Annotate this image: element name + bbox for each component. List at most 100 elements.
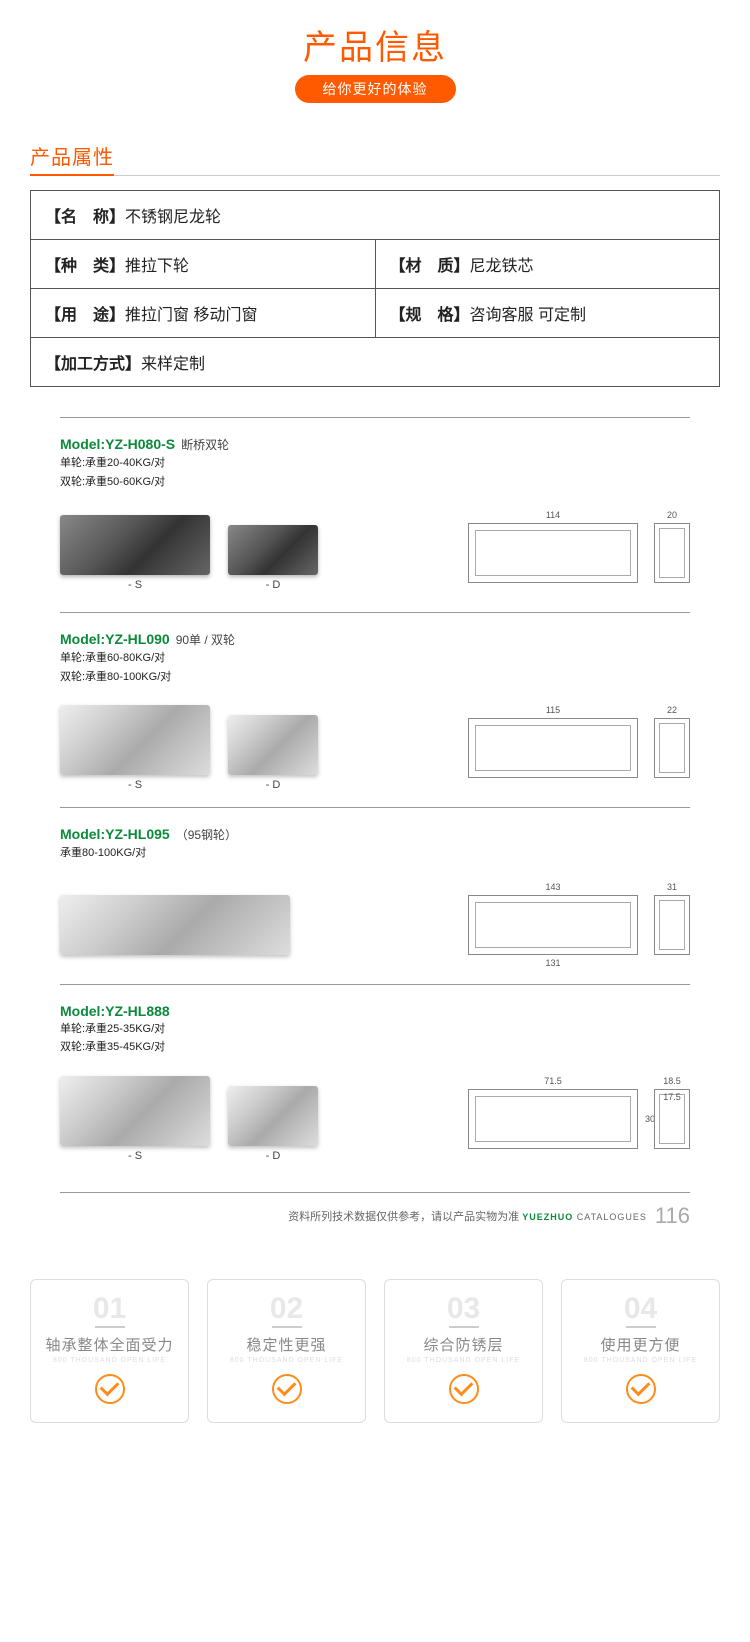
table-row: 【加工方式】来样定制 xyxy=(31,338,720,387)
dim-side: 22 xyxy=(667,705,677,715)
section-title: 产品属性 xyxy=(30,141,114,176)
model-spec: 承重80-100KG/对 xyxy=(60,845,690,862)
model-spec: 双轮:承重35-45KG/对 xyxy=(60,1039,690,1056)
variant-label: - D xyxy=(228,579,318,591)
model-code: YZ-HL090 xyxy=(105,631,170,647)
footer-text: 资料所列技术数据仅供参考，请以产品实物为准 xyxy=(288,1211,519,1223)
model-body: - S - D 115 22 xyxy=(60,693,690,803)
table-row: 【名 称】不锈钢尼龙轮 xyxy=(31,191,720,240)
feature-underline xyxy=(626,1326,656,1328)
model-block: Model:YZ-HL888单轮:承重25-35KG/对双轮:承重35-45KG… xyxy=(60,984,690,1178)
table-row: 【用 途】推拉门窗 移动门窗 【规 格】咨询客服 可定制 xyxy=(31,289,720,338)
feature-number: 01 xyxy=(39,1294,180,1324)
variant-label: - S xyxy=(60,1150,210,1162)
model-prefix: Model: xyxy=(60,826,105,842)
photo-pair: - S- D xyxy=(60,1076,318,1162)
page-number: 116 xyxy=(655,1203,690,1228)
diagram-main: 114 xyxy=(468,523,638,583)
feature-underline xyxy=(95,1326,125,1328)
diagram-main: 115 xyxy=(468,718,638,778)
model-spec: 双轮:承重80-100KG/对 xyxy=(60,669,690,686)
footer-brand: YUEZHUO CATALOGUES xyxy=(522,1212,647,1222)
product-photo: - S xyxy=(60,1076,210,1162)
feature-subtitle: 800 THOUSAND OPEN LIFE xyxy=(570,1357,711,1364)
feature-subtitle: 800 THOUSAND OPEN LIFE xyxy=(39,1357,180,1364)
dim-side: 31 xyxy=(667,882,677,892)
attributes-section: 产品属性 【名 称】不锈钢尼龙轮 【种 类】推拉下轮 【材 质】尼龙铁芯 【用 … xyxy=(0,113,750,387)
model-note: （95钢轮） xyxy=(176,828,237,842)
photo-pair: - S- D xyxy=(60,515,318,591)
dim-extra: 131 xyxy=(545,958,560,968)
check-icon xyxy=(626,1374,656,1404)
model-body: - S- D11420 xyxy=(60,498,690,608)
attr-usage: 【用 途】推拉门窗 移动门窗 xyxy=(31,289,376,338)
model-block: Model:YZ-H080-S断桥双轮单轮:承重20-40KG/对双轮:承重50… xyxy=(60,417,690,612)
model-code: YZ-HL095 xyxy=(105,826,170,842)
feature-subtitle: 800 THOUSAND OPEN LIFE xyxy=(216,1357,357,1364)
roller-image xyxy=(228,525,318,575)
table-row: 【种 类】推拉下轮 【材 质】尼龙铁芯 xyxy=(31,240,720,289)
catalog-list: Model:YZ-H080-S断桥双轮单轮:承重20-40KG/对双轮:承重50… xyxy=(0,387,750,1239)
dimension-diagram: 11420 xyxy=(342,523,690,583)
product-photo: - D xyxy=(228,1086,318,1162)
feature-title: 使用更方便 xyxy=(570,1334,711,1355)
variant-label: - D xyxy=(228,779,318,791)
dim-width: 115 xyxy=(546,705,560,715)
feature-title: 综合防锈层 xyxy=(393,1334,534,1355)
feature-number: 02 xyxy=(216,1294,357,1324)
dimension-diagram: 115 22 xyxy=(342,718,690,778)
header-subtitle: 给你更好的体验 xyxy=(295,75,456,103)
check-icon xyxy=(272,1374,302,1404)
model-spec: 单轮:承重60-80KG/对 xyxy=(60,650,690,667)
roller-image xyxy=(60,705,210,775)
photo-pair xyxy=(60,895,290,955)
feature-underline xyxy=(449,1326,479,1328)
model-header: Model:YZ-HL095 （95钢轮） xyxy=(60,826,690,843)
roller-image xyxy=(228,1086,318,1146)
roller-image xyxy=(60,895,290,955)
model-prefix: Model: xyxy=(60,1003,105,1019)
roller-image xyxy=(60,515,210,575)
diagram-main: 143131 xyxy=(468,895,638,955)
product-photo: - D xyxy=(228,715,318,791)
product-photo xyxy=(60,895,290,955)
catalog-footer: 资料所列技术数据仅供参考，请以产品实物为准 YUEZHUO CATALOGUES… xyxy=(60,1192,690,1229)
model-header: Model:YZ-HL888 xyxy=(60,1003,690,1019)
section-underline xyxy=(30,175,720,176)
feature-card: 04使用更方便800 THOUSAND OPEN LIFE xyxy=(561,1279,720,1423)
features-row: 01轴承整体全面受力800 THOUSAND OPEN LIFE02稳定性更强8… xyxy=(0,1239,750,1453)
product-photo: - D xyxy=(228,525,318,591)
model-spec: 单轮:承重20-40KG/对 xyxy=(60,455,690,472)
header-title: 产品信息 xyxy=(0,20,750,69)
model-note: 90单 / 双轮 xyxy=(176,633,235,647)
variant-label: - S xyxy=(60,779,210,791)
model-body: - S - D 71.530 18.517.5 xyxy=(60,1064,690,1174)
dimension-diagram: 71.530 18.517.5 xyxy=(342,1089,690,1149)
roller-image xyxy=(60,1076,210,1146)
dim-width: 143 xyxy=(545,882,560,892)
product-photo: - S xyxy=(60,515,210,591)
page-header: 产品信息 给你更好的体验 xyxy=(0,0,750,113)
model-block: Model:YZ-HL09090单 / 双轮单轮:承重60-80KG/对双轮:承… xyxy=(60,612,690,807)
model-note: 断桥双轮 xyxy=(181,438,229,452)
model-header: Model:YZ-H080-S断桥双轮 xyxy=(60,436,690,453)
check-icon xyxy=(449,1374,479,1404)
roller-image xyxy=(228,715,318,775)
diagram-side: 18.517.5 xyxy=(654,1089,690,1149)
product-photo: - S xyxy=(60,705,210,791)
feature-title: 稳定性更强 xyxy=(216,1334,357,1355)
dim-width: 71.5 xyxy=(544,1076,562,1086)
dim-side: 20 xyxy=(667,510,677,520)
attr-spec: 【规 格】咨询客服 可定制 xyxy=(375,289,720,338)
attr-processing: 【加工方式】来样定制 xyxy=(31,338,720,387)
model-body: 14313131 xyxy=(60,870,690,980)
feature-underline xyxy=(272,1326,302,1328)
feature-number: 03 xyxy=(393,1294,534,1324)
diagram-side: 22 xyxy=(654,718,690,778)
model-code: YZ-H080-S xyxy=(105,436,175,452)
feature-card: 03综合防锈层800 THOUSAND OPEN LIFE xyxy=(384,1279,543,1423)
photo-pair: - S- D xyxy=(60,705,318,791)
attributes-table: 【名 称】不锈钢尼龙轮 【种 类】推拉下轮 【材 质】尼龙铁芯 【用 途】推拉门… xyxy=(30,190,720,387)
dim-width: 114 xyxy=(546,510,560,520)
diagram-main: 71.530 xyxy=(468,1089,638,1149)
